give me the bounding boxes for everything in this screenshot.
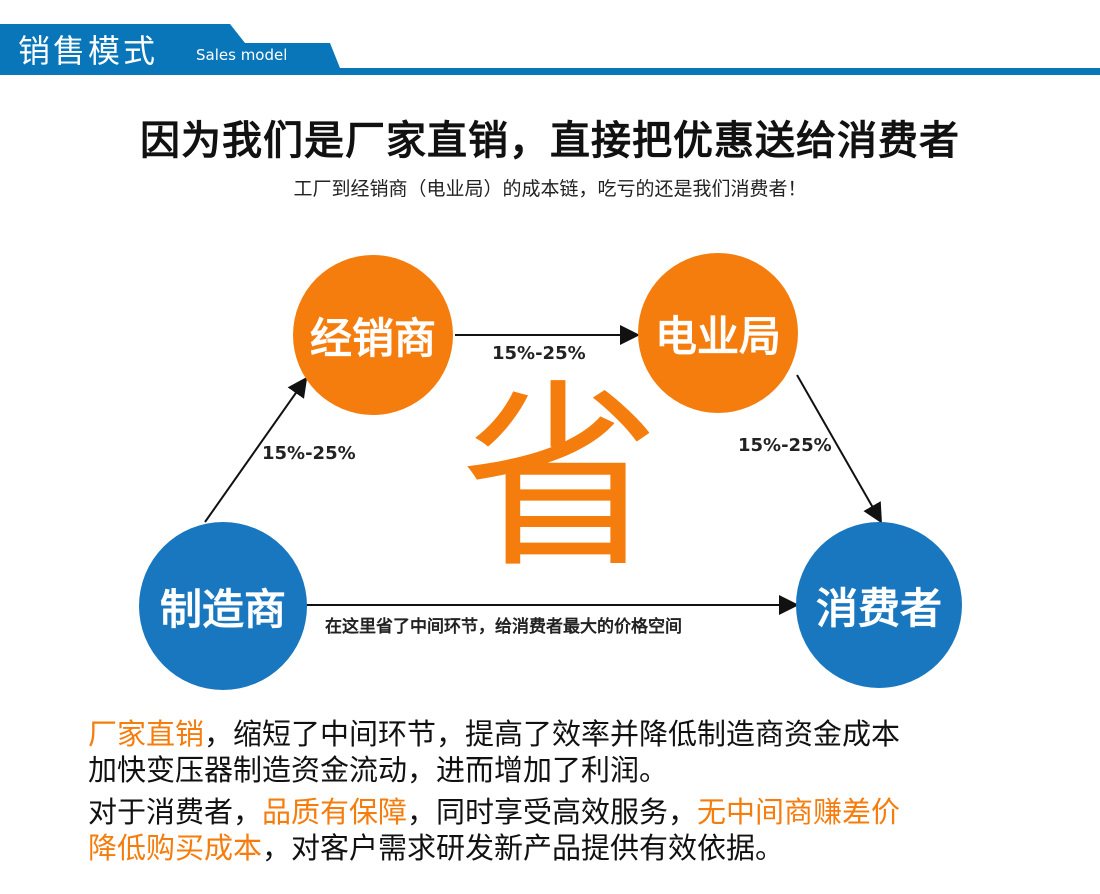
header-banner <box>0 24 1100 75</box>
node-power-bureau: 电业局 <box>638 253 798 413</box>
edge-label-manufacturer-consumer: 在这里省了中间环节，给消费者最大的价格空间 <box>325 617 682 637</box>
highlight: 厂家直销 <box>88 717 205 751</box>
section-title: 销售模式 <box>18 32 159 70</box>
text: 对于消费者， <box>88 795 263 829</box>
node-consumer: 消费者 <box>796 522 962 688</box>
edge-label-dealer-bureau: 15%-25% <box>492 343 586 364</box>
paragraph-2: 对于消费者，品质有保障，同时享受高效服务，无中间商赚差价 降低购买成本，对客户需… <box>88 794 900 866</box>
arrow-manufacturer-dealer <box>204 376 308 523</box>
text: ，对客户需求研发新产品提供有效依据。 <box>262 831 785 865</box>
edge-label-manufacturer-dealer: 15%-25% <box>262 443 356 464</box>
text: ，缩短了中间环节，提高了效率并降低制造商资金成本 <box>204 717 901 751</box>
highlight: 无中间商赚差价 <box>697 795 901 829</box>
section-subtitle: Sales model <box>196 46 288 64</box>
highlight: 降低购买成本 <box>88 831 263 865</box>
save-character: 省 <box>460 363 661 596</box>
paragraph-1: 厂家直销，缩短了中间环节，提高了效率并降低制造商资金成本 加快变压器制造资金流动… <box>88 716 900 788</box>
text: 加快变压器制造资金流动，进而增加了利润。 <box>88 753 669 787</box>
node-dealer: 经销商 <box>293 255 453 415</box>
highlight: 品质有保障 <box>262 795 408 829</box>
subheadline: 工厂到经销商（电业局）的成本链，吃亏的还是我们消费者！ <box>293 178 807 200</box>
text: ，同时享受高效服务， <box>407 795 698 829</box>
arrow-bureau-consumer <box>796 374 882 524</box>
headline: 因为我们是厂家直销，直接把优惠送给消费者 <box>140 118 960 164</box>
node-manufacturer: 制造商 <box>139 522 307 690</box>
edge-label-bureau-consumer: 15%-25% <box>738 435 832 456</box>
